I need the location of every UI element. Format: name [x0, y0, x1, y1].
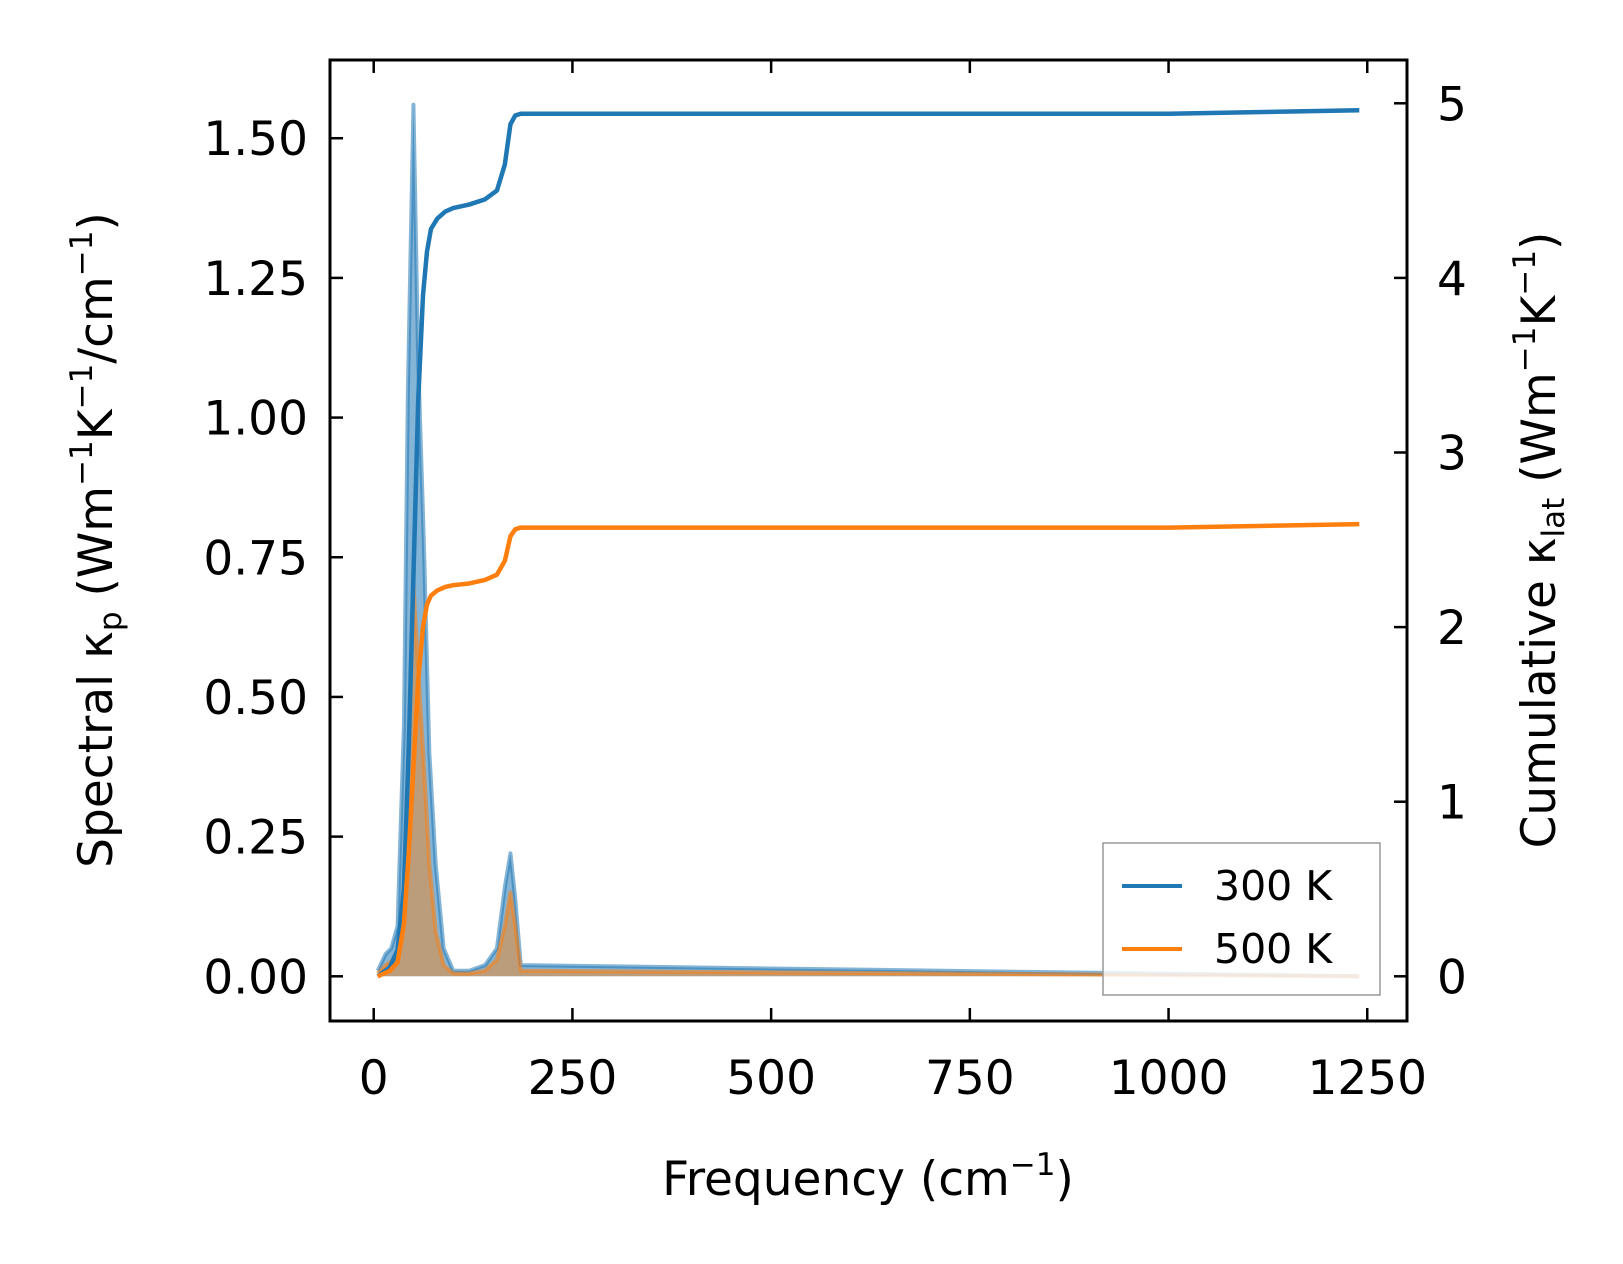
- legend-label-500k: 500 K: [1214, 925, 1333, 973]
- left-y-tick-label: 0.00: [203, 950, 308, 1005]
- spectral-outline-300k: [375, 102, 1360, 979]
- cumulative-line-300k: [376, 108, 1360, 979]
- x-tick-label: 0: [359, 1051, 389, 1106]
- right-y-tick-label: 4: [1437, 252, 1467, 307]
- left-y-tick-label: 0.50: [203, 671, 308, 726]
- x-tick-label: 250: [528, 1051, 618, 1106]
- left-y-tick-label: 0.25: [203, 811, 308, 866]
- legend: 300 K 500 K: [1102, 842, 1381, 996]
- legend-label-300k: 300 K: [1214, 862, 1333, 910]
- x-tick-label: 1250: [1307, 1051, 1427, 1106]
- left-y-axis-title: Spectral κp (Wm−1K−1/cm−1): [64, 212, 129, 868]
- left-y-tick-label: 0.75: [203, 531, 308, 586]
- right-y-axis-title: Cumulative κlat (Wm−1K−1): [1507, 232, 1572, 849]
- right-y-tick-label: 5: [1437, 77, 1467, 132]
- right-y-tick-label: 3: [1437, 427, 1467, 482]
- left-y-tick-label: 1.00: [203, 392, 308, 447]
- x-tick-label: 750: [925, 1051, 1015, 1106]
- x-tick-label: 500: [726, 1051, 816, 1106]
- cumulative-line-500k: [376, 521, 1360, 979]
- left-y-tick-label: 1.50: [203, 112, 308, 167]
- right-y-tick-label: 2: [1437, 601, 1467, 656]
- x-tick-label: 1000: [1109, 1051, 1229, 1106]
- ticks-layer: 0 250 500 750 1000 12500.000.250.500.751.001.…: [203, 60, 1467, 1106]
- x-axis-title: Frequency (cm−1): [662, 1147, 1074, 1207]
- plot-data-layer: [375, 102, 1360, 979]
- right-y-tick-label: 1: [1437, 776, 1467, 831]
- plot-frame: [328, 58, 1409, 1023]
- right-y-tick-label: 0: [1437, 950, 1467, 1005]
- left-y-tick-label: 1.25: [203, 252, 308, 307]
- legend-box: [1102, 842, 1381, 996]
